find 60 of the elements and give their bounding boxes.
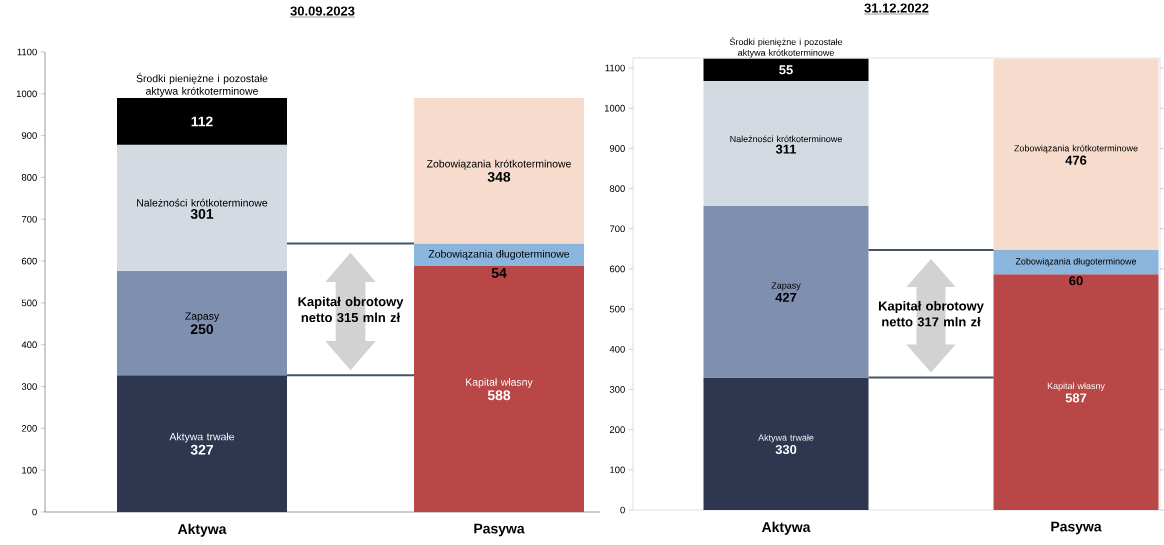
series-label: Zobowiązania długoterminowe (1015, 257, 1137, 267)
y-tick-label: 800 (21, 174, 37, 181)
data-label: 54 (491, 268, 507, 278)
data-label: 587 (1065, 393, 1087, 403)
y-tick-label: 1100 (17, 48, 37, 56)
chart-title: 30.09.2023 (290, 6, 355, 16)
series-label: Należności krótkoterminowe (137, 198, 268, 207)
y-tick-label: 600 (21, 257, 37, 265)
x-tick-label: Aktywa (177, 523, 227, 537)
y-tick-label: 100 (22, 466, 37, 474)
data-label: 427 (775, 292, 797, 302)
y-tick-label: 0 (620, 506, 625, 514)
y-tick-label: 200 (609, 426, 625, 433)
data-label: 311 (775, 144, 797, 154)
y-tick-label: 300 (21, 383, 37, 390)
data-label: 588 (487, 390, 511, 401)
y-tick-label: 200 (21, 425, 37, 432)
data-label: 55 (779, 65, 793, 75)
data-label: 330 (775, 444, 797, 455)
y-tick-label: 900 (609, 145, 625, 152)
y-tick-label: 600 (609, 265, 625, 273)
y-tick-label: 1000 (604, 104, 625, 112)
series-label: Zobowiązania długoterminowe (428, 249, 570, 260)
data-label: 250 (190, 324, 214, 335)
y-tick-label: 900 (21, 132, 37, 139)
y-tick-label: 700 (609, 225, 625, 233)
data-label: 348 (487, 171, 511, 182)
series-label: Aktywa trwałe (758, 434, 814, 443)
y-tick-label: 1100 (605, 64, 625, 72)
series-label: Środki pieniężne i pozostałe aktywa krótkoterminowe (729, 36, 843, 58)
series-label: Zapasy (771, 282, 801, 291)
series-label: Zapasy (185, 312, 220, 322)
series-label: Kapitał własny (466, 378, 533, 388)
chart-title: 31.12.2022 (864, 3, 929, 13)
series-label: Aktywa trwałe (169, 432, 235, 443)
x-tick-label: Pasywa (474, 523, 525, 537)
annotation: Kapitał obrotowy netto 315 mln zł (298, 296, 404, 323)
data-label: 476 (1065, 155, 1087, 165)
data-label: 301 (190, 208, 214, 219)
y-tick-label: 300 (609, 386, 625, 393)
y-tick-label: 500 (609, 305, 625, 313)
y-tick-label: 400 (21, 341, 37, 349)
y-tick-label: 500 (21, 299, 37, 307)
y-tick-label: 800 (609, 185, 625, 192)
data-label: 112 (191, 116, 213, 127)
y-tick-label: 400 (609, 345, 625, 353)
x-tick-label: Aktywa (761, 521, 811, 535)
annotation: Kapitał obrotowy netto 317 mln zł (878, 300, 984, 327)
series-label: Kapitał własny (1047, 382, 1105, 391)
x-tick-label: Pasywa (1051, 521, 1102, 535)
series-label: Zobowiązania krótkoterminowe (1014, 144, 1138, 154)
series-label: Należności krótkoterminowe (730, 135, 842, 143)
y-tick-label: 700 (21, 215, 37, 223)
data-label: 60 (1069, 276, 1083, 286)
y-tick-label: 1000 (16, 90, 37, 98)
series-label: Zobowiązania krótkoterminowe (426, 159, 571, 170)
data-label: 327 (190, 444, 214, 455)
y-tick-label: 0 (32, 508, 37, 516)
series-label: Środki pieniężne i pozostałe aktywa krótkoterminowe (136, 72, 268, 97)
y-tick-label: 100 (610, 466, 625, 474)
